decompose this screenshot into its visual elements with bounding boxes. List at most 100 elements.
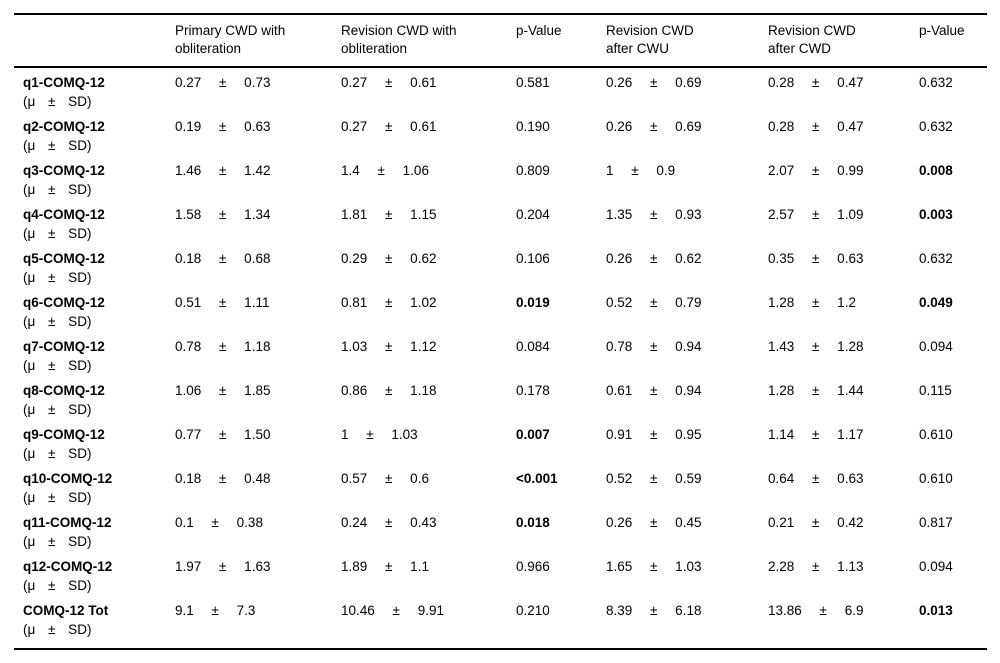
cell-revision-after-cwd: 0.21 ± 0.42 [768, 515, 864, 530]
cell-revision-after-cwu: 0.26 ± 0.69 [606, 75, 702, 90]
cell-p-value-1: 0.210 [516, 603, 550, 618]
cell-revision-after-cwd: 1.28 ± 1.2 [768, 295, 856, 310]
header-cell-primary-cwd: Primary CWD with obliteration [175, 22, 341, 66]
row-label: q9-COMQ-12 [23, 427, 105, 442]
cell-revision-after-cwd: 0.28 ± 0.47 [768, 119, 864, 134]
header-line: obliteration [175, 41, 242, 56]
row-label: q12-COMQ-12 [23, 559, 113, 574]
row-label-cell: q3-COMQ-12 (μ ± SD) [14, 161, 175, 200]
header-cell-revision-after-cwu: Revision CWD after CWU [606, 22, 768, 66]
row-label: q7-COMQ-12 [23, 339, 105, 354]
table-header-rule [14, 66, 987, 68]
cell-primary-cwd-obliteration: 0.77 ± 1.50 [175, 427, 271, 442]
cell-p-value-1: 0.106 [516, 251, 550, 266]
cell-p-value-2: 0.003 [919, 207, 953, 222]
row-label: q1-COMQ-12 [23, 75, 105, 90]
row-label: q2-COMQ-12 [23, 119, 105, 134]
cell-p-value-1: <0.001 [516, 471, 558, 486]
cell-revision-after-cwu: 8.39 ± 6.18 [606, 603, 702, 618]
cell-p-value-2: 0.013 [919, 603, 953, 618]
cell-revision-after-cwu: 0.61 ± 0.94 [606, 383, 702, 398]
header-cell-p-value-1: p-Value [516, 22, 606, 66]
header-line: after CWD [768, 41, 832, 56]
row-sublabel: (μ ± SD) [23, 534, 92, 549]
cell-revision-after-cwd: 13.86 ± 6.9 [768, 603, 864, 618]
cell-revision-after-cwu: 1.65 ± 1.03 [606, 559, 702, 574]
row-label-cell: q10-COMQ-12 (μ ± SD) [14, 469, 175, 508]
cell-revision-cwd-obliteration: 1.4 ± 1.06 [341, 163, 429, 178]
cell-primary-cwd-obliteration: 1.06 ± 1.85 [175, 383, 271, 398]
cell-revision-after-cwu: 0.26 ± 0.69 [606, 119, 702, 134]
row-label-cell: q9-COMQ-12 (μ ± SD) [14, 425, 175, 464]
cell-revision-cwd-obliteration: 0.81 ± 1.02 [341, 295, 437, 310]
header-cell-revision-after-cwd: Revision CWD after CWD [768, 22, 919, 66]
cell-p-value-2: 0.008 [919, 163, 953, 178]
cell-revision-after-cwu: 0.52 ± 0.59 [606, 471, 702, 486]
cell-p-value-1: 0.204 [516, 207, 550, 222]
row-sublabel: (μ ± SD) [23, 94, 92, 109]
cell-p-value-2: 0.632 [919, 119, 953, 134]
cell-revision-after-cwu: 0.78 ± 0.94 [606, 339, 702, 354]
cell-revision-cwd-obliteration: 1.81 ± 1.15 [341, 207, 437, 222]
row-label: q4-COMQ-12 [23, 207, 105, 222]
table-row: q10-COMQ-12 (μ ± SD) 0.18 ± 0.48 0.57 ± … [14, 464, 987, 508]
cell-revision-cwd-obliteration: 1.03 ± 1.12 [341, 339, 437, 354]
cell-p-value-1: 0.018 [516, 515, 550, 530]
cell-primary-cwd-obliteration: 0.78 ± 1.18 [175, 339, 271, 354]
row-label-cell: q5-COMQ-12 (μ ± SD) [14, 249, 175, 288]
cell-p-value-2: 0.610 [919, 471, 953, 486]
cell-revision-cwd-obliteration: 10.46 ± 9.91 [341, 603, 444, 618]
cell-primary-cwd-obliteration: 1.97 ± 1.63 [175, 559, 271, 574]
cell-p-value-2: 0.094 [919, 559, 953, 574]
cell-primary-cwd-obliteration: 1.46 ± 1.42 [175, 163, 271, 178]
comq12-results-table: Primary CWD with obliteration Revision C… [14, 13, 987, 650]
table-row: q7-COMQ-12 (μ ± SD) 0.78 ± 1.18 1.03 ± 1… [14, 332, 987, 376]
row-label: COMQ-12 Tot [23, 603, 109, 618]
cell-p-value-2: 0.632 [919, 251, 953, 266]
row-label-cell: q12-COMQ-12 (μ ± SD) [14, 557, 175, 596]
row-label-cell: q8-COMQ-12 (μ ± SD) [14, 381, 175, 420]
cell-primary-cwd-obliteration: 0.18 ± 0.68 [175, 251, 271, 266]
cell-primary-cwd-obliteration: 0.19 ± 0.63 [175, 119, 271, 134]
row-sublabel: (μ ± SD) [23, 358, 92, 373]
cell-p-value-1: 0.581 [516, 75, 550, 90]
table-row: q12-COMQ-12 (μ ± SD) 1.97 ± 1.63 1.89 ± … [14, 552, 987, 596]
cell-revision-cwd-obliteration: 0.27 ± 0.61 [341, 119, 437, 134]
cell-revision-after-cwd: 1.28 ± 1.44 [768, 383, 864, 398]
header-line: p-Value [516, 23, 562, 38]
row-sublabel: (μ ± SD) [23, 138, 92, 153]
header-line: Revision CWD [606, 23, 694, 38]
row-sublabel: (μ ± SD) [23, 182, 92, 197]
table-header: Primary CWD with obliteration Revision C… [14, 15, 987, 66]
cell-revision-cwd-obliteration: 0.24 ± 0.43 [341, 515, 437, 530]
row-label: q11-COMQ-12 [23, 515, 112, 530]
table-row: q4-COMQ-12 (μ ± SD) 1.58 ± 1.34 1.81 ± 1… [14, 200, 987, 244]
cell-revision-cwd-obliteration: 0.27 ± 0.61 [341, 75, 437, 90]
cell-revision-after-cwu: 0.26 ± 0.45 [606, 515, 702, 530]
cell-revision-after-cwd: 2.07 ± 0.99 [768, 163, 864, 178]
cell-revision-cwd-obliteration: 1 ± 1.03 [341, 427, 418, 442]
row-label-cell: q11-COMQ-12 (μ ± SD) [14, 513, 175, 552]
row-label-cell: COMQ-12 Tot (μ ± SD) [14, 601, 175, 640]
row-label-cell: q1-COMQ-12 (μ ± SD) [14, 73, 175, 112]
cell-revision-after-cwd: 0.28 ± 0.47 [768, 75, 864, 90]
header-cell-revision-cwd-obliteration: Revision CWD with obliteration [341, 22, 516, 66]
cell-revision-cwd-obliteration: 0.86 ± 1.18 [341, 383, 437, 398]
cell-p-value-2: 0.049 [919, 295, 953, 310]
cell-p-value-1: 0.809 [516, 163, 550, 178]
table-row: q11-COMQ-12 (μ ± SD) 0.1 ± 0.38 0.24 ± 0… [14, 508, 987, 552]
row-label-cell: q2-COMQ-12 (μ ± SD) [14, 117, 175, 156]
table-row: q9-COMQ-12 (μ ± SD) 0.77 ± 1.50 1 ± 1.03… [14, 420, 987, 464]
cell-revision-cwd-obliteration: 1.89 ± 1.1 [341, 559, 429, 574]
cell-revision-after-cwu: 0.91 ± 0.95 [606, 427, 702, 442]
cell-primary-cwd-obliteration: 1.58 ± 1.34 [175, 207, 271, 222]
row-label: q8-COMQ-12 [23, 383, 105, 398]
row-sublabel: (μ ± SD) [23, 490, 92, 505]
cell-p-value-2: 0.094 [919, 339, 953, 354]
header-line: Revision CWD [768, 23, 856, 38]
table-row: COMQ-12 Tot (μ ± SD) 9.1 ± 7.3 10.46 ± 9… [14, 596, 987, 640]
cell-revision-after-cwd: 1.14 ± 1.17 [768, 427, 864, 442]
cell-revision-after-cwd: 2.28 ± 1.13 [768, 559, 864, 574]
cell-primary-cwd-obliteration: 9.1 ± 7.3 [175, 603, 256, 618]
